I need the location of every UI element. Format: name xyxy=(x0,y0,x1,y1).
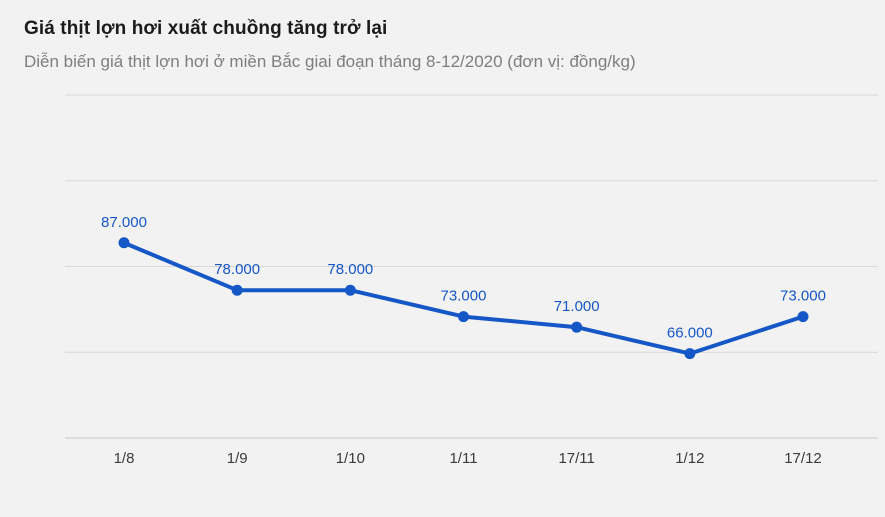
x-tick-label: 17/12 xyxy=(784,450,822,467)
value-label: 73.000 xyxy=(780,288,826,305)
data-point[interactable] xyxy=(458,311,469,323)
x-tick-label: 1/8 xyxy=(114,450,135,467)
data-point[interactable] xyxy=(571,321,583,333)
x-tick-label: 1/10 xyxy=(336,450,365,467)
data-point[interactable] xyxy=(231,284,243,296)
x-tick-label: 17/11 xyxy=(558,450,594,467)
x-tick-label: 1/9 xyxy=(227,450,248,467)
data-point[interactable] xyxy=(118,237,130,249)
data-point[interactable] xyxy=(797,311,809,323)
value-label: 78.000 xyxy=(214,261,260,278)
x-tick-label: 1/11 xyxy=(449,450,477,467)
value-label: 71.000 xyxy=(554,298,600,315)
value-label: 78.000 xyxy=(327,261,373,278)
data-point[interactable] xyxy=(684,348,696,360)
x-tick-label: 1/12 xyxy=(675,450,704,467)
value-label: 66.000 xyxy=(667,325,713,342)
chart-header: Giá thịt lợn hơi xuất chuồng tăng trở lạ… xyxy=(24,18,861,72)
value-label: 87.000 xyxy=(101,214,147,231)
chart-title: Giá thịt lợn hơi xuất chuồng tăng trở lạ… xyxy=(24,18,388,39)
chart-subtitle: Diễn biến giá thịt lợn hơi ở miền Bắc gi… xyxy=(24,52,636,71)
value-label: 73.000 xyxy=(441,288,487,305)
data-point[interactable] xyxy=(344,284,356,296)
